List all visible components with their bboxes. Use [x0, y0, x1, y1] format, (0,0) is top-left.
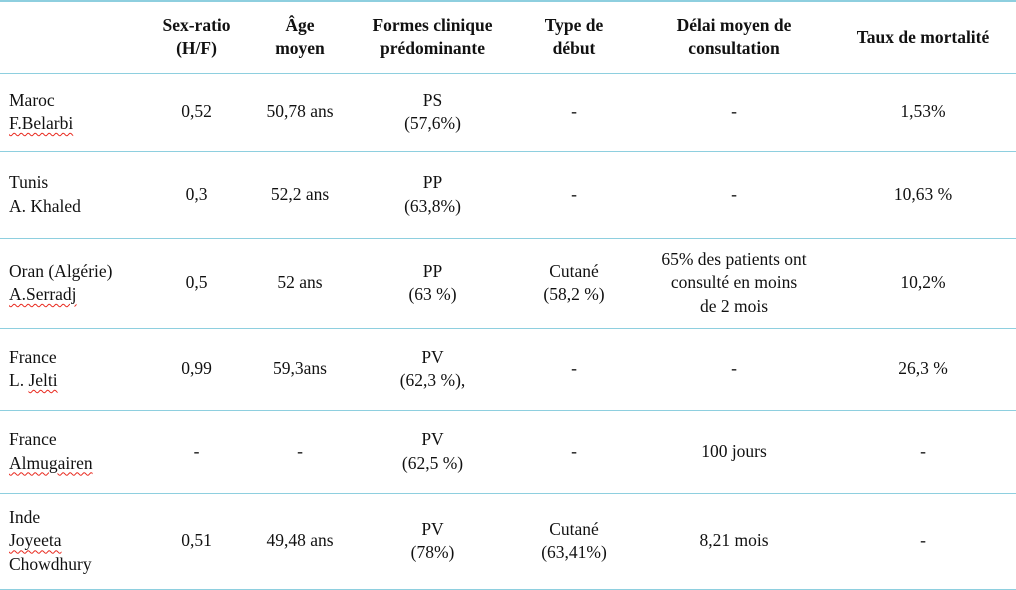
table-row: Inde Joyeeta Chowdhury 0,51 49,48 ans PV (78%… [0, 493, 1016, 589]
header-cell: Âge moyen [275, 14, 325, 59]
data-cell: 10,63 % [893, 183, 953, 204]
data-cell: 26,3 % [898, 358, 948, 379]
data-cell: PV (62,5 %) [401, 429, 464, 473]
study-name-line: Almugairen [9, 452, 148, 475]
data-cell: - [193, 440, 200, 461]
data-cell: - [731, 183, 737, 204]
study-name-line: Inde [9, 506, 148, 529]
data-cell: 49,48 ans [266, 530, 334, 551]
data-cell: 0,51 [181, 530, 212, 551]
data-cell: 100 jours [701, 440, 767, 461]
study-name-cell: Oran (Algérie) A.Serradj [0, 238, 148, 328]
data-cell: - [920, 530, 926, 551]
header-cell-empty [0, 1, 148, 73]
header-cell: Sex-ratio (H/F) [162, 14, 231, 59]
data-cell: 0,5 [185, 272, 208, 293]
data-cell: - [731, 101, 737, 122]
data-cell: - [571, 101, 577, 122]
header-cell: Délai moyen de consultation [676, 14, 792, 59]
header-cell: Formes clinique prédominante [372, 14, 493, 59]
study-name-line: A.Serradj [9, 283, 148, 306]
data-cell: PP (63,8%) [404, 172, 461, 216]
name-text: France [9, 429, 57, 450]
table-row: France Almugairen - - PV (62,5 %) - 100 jours - [0, 410, 1016, 493]
data-cell: PP (63 %) [408, 260, 457, 304]
table-row: France L. Jelti 0,99 59,3ans PV (62,3 %), - -2… [0, 328, 1016, 410]
study-name-cell: Tunis A. Khaled [0, 151, 148, 238]
study-name-line: Joyeeta [9, 529, 148, 552]
data-cell: 8,21 mois [699, 530, 769, 551]
name-text: A. Khaled [9, 195, 81, 216]
table-body: Maroc F.Belarbi 0,52 50,78 ans PS (57,6%) - - 1… [0, 73, 1016, 589]
name-text: France [9, 346, 57, 367]
table-row: Oran (Algérie) A.Serradj 0,5 52 ans PP (63 %… [0, 238, 1016, 328]
data-cell: PS (57,6%) [404, 89, 461, 133]
data-cell: 0,52 [181, 101, 212, 122]
misspelled-word: A.Serradj [9, 284, 77, 304]
table-header: Sex-ratio (H/F) Âge moyen Formes clinique … [0, 1, 1016, 73]
data-cell: Cutané (63,41%) [541, 518, 607, 562]
study-name-line: France [9, 428, 148, 451]
study-name-line: L. Jelti [9, 369, 148, 392]
name-text: Chowdhury [9, 553, 92, 574]
study-name-line: A. Khaled [9, 195, 148, 218]
data-cell: 65% des patients ont consulté en moins d… [661, 249, 807, 316]
study-name-line: France [9, 346, 148, 369]
study-name-cell: Maroc F.Belarbi [0, 73, 148, 151]
data-cell: 52,2 ans [270, 183, 330, 204]
data-cell: 10,2% [900, 272, 946, 293]
name-text: Inde [9, 507, 41, 528]
data-cell: 0,99 [181, 358, 212, 379]
data-cell: - [571, 183, 577, 204]
study-name-cell: Inde Joyeeta Chowdhury [0, 493, 148, 589]
name-text: Tunis [9, 172, 49, 193]
name-text: L. [9, 370, 29, 390]
data-cell: 52 ans [277, 272, 323, 293]
table-row: Tunis A. Khaled 0,3 52,2 ans PP (63,8%) - - 10,… [0, 151, 1016, 238]
study-name-line: Chowdhury [9, 553, 148, 576]
misspelled-word: Joyeeta [9, 530, 62, 551]
header-cell: Type de début [544, 14, 604, 59]
header-row: Sex-ratio (H/F) Âge moyen Formes clinique … [0, 1, 1016, 73]
study-name-line: Tunis [9, 171, 148, 194]
data-cell: Cutané (58,2 %) [543, 260, 605, 304]
misspelled-word: Almugairen [9, 452, 93, 473]
data-cell: 59,3ans [273, 358, 327, 379]
data-cell: 0,3 [185, 183, 208, 204]
data-cell: - [731, 358, 737, 379]
misspelled-word: F.Belarbi [9, 113, 74, 133]
study-name-line: Oran (Algérie) [9, 260, 148, 283]
data-cell: 1,53% [900, 101, 946, 122]
data-cell: - [297, 440, 303, 461]
study-name-cell: France Almugairen [0, 410, 148, 493]
misspelled-word: Jelti [28, 370, 58, 390]
study-name-line: Maroc [9, 89, 148, 112]
data-cell: - [571, 440, 577, 461]
study-name-cell: France L. Jelti [0, 328, 148, 410]
name-text: Oran (Algérie) [9, 260, 113, 281]
data-cell: 50,78 ans [266, 101, 334, 122]
data-cell: PV (62,3 %), [399, 346, 466, 390]
header-cell: Taux de mortalité [856, 26, 990, 47]
study-name-line: F.Belarbi [9, 112, 148, 135]
table-row: Maroc F.Belarbi 0,52 50,78 ans PS (57,6%) - - 1… [0, 73, 1016, 151]
name-text: Maroc [9, 89, 55, 110]
data-cell: PV (78%) [410, 518, 455, 562]
data-cell: - [571, 358, 577, 379]
data-cell: - [920, 440, 926, 461]
